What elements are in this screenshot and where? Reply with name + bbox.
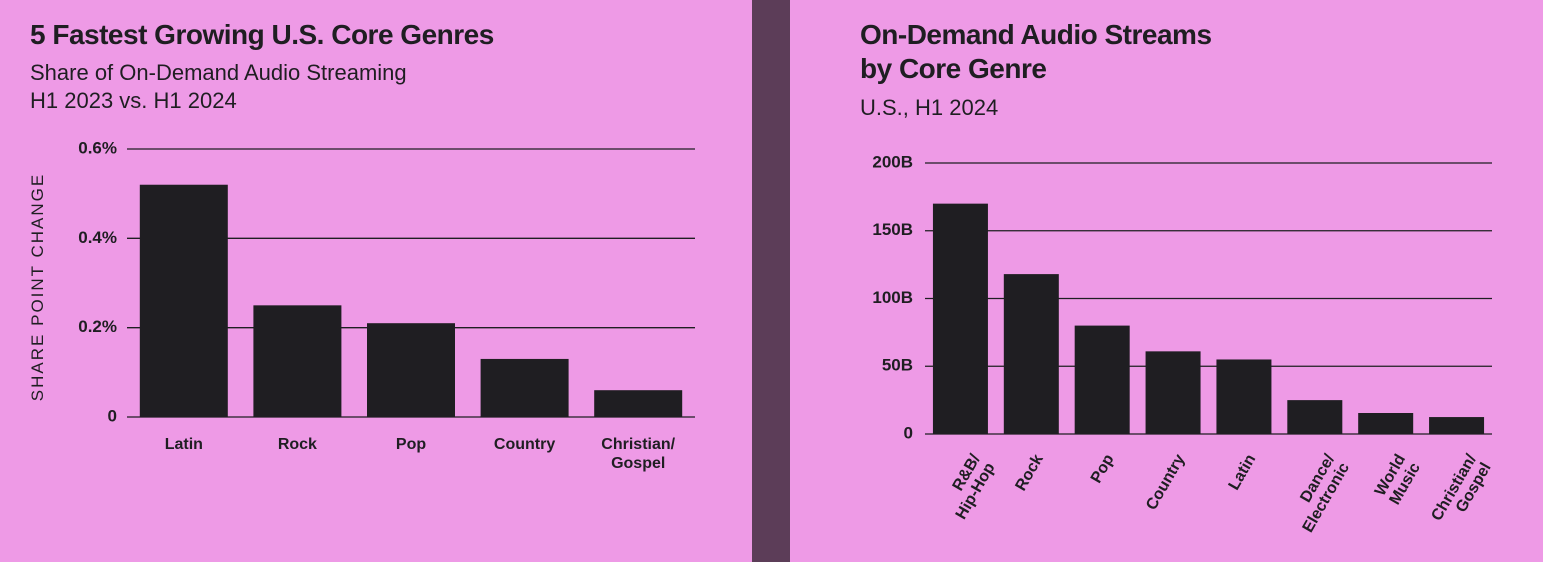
bar xyxy=(1429,417,1485,434)
bar xyxy=(367,323,455,417)
y-tick-label: 0.6% xyxy=(78,138,117,157)
x-tick-label: Pop xyxy=(396,436,426,453)
x-tick-label: Latin xyxy=(165,436,203,453)
chart-subtitle: Share of On-Demand Audio Streaming H1 202… xyxy=(30,60,407,113)
y-tick-label: 0.4% xyxy=(78,228,117,247)
bar xyxy=(253,305,342,417)
right-panel xyxy=(790,0,1543,562)
y-tick-label: 100B xyxy=(872,288,913,307)
bar xyxy=(1145,351,1201,434)
bar xyxy=(1358,412,1414,434)
chart-title: On-Demand Audio Streams by Core Genre xyxy=(860,19,1212,84)
y-tick-label: 0 xyxy=(904,423,913,442)
bar xyxy=(139,184,228,417)
bar xyxy=(480,358,569,417)
bar xyxy=(1287,400,1343,434)
y-axis-label: SHARE POINT CHANGE xyxy=(28,173,47,401)
y-tick-label: 0 xyxy=(108,406,117,425)
x-tick-label: Christian/Gospel xyxy=(601,436,675,472)
left-panel xyxy=(0,0,752,562)
bar xyxy=(1003,274,1059,434)
chart-title: 5 Fastest Growing U.S. Core Genres xyxy=(30,19,494,50)
bar xyxy=(1216,359,1272,434)
y-tick-label: 150B xyxy=(872,220,913,239)
y-tick-label: 200B xyxy=(872,152,913,171)
chart-subtitle: U.S., H1 2024 xyxy=(860,95,998,120)
divider xyxy=(752,0,790,562)
bar xyxy=(594,390,683,417)
bar xyxy=(1074,325,1130,434)
bar xyxy=(932,203,988,434)
x-tick-label: Rock xyxy=(278,436,317,453)
y-tick-label: 50B xyxy=(882,356,913,375)
y-tick-label: 0.2% xyxy=(78,317,117,336)
x-tick-label: Country xyxy=(494,436,555,453)
